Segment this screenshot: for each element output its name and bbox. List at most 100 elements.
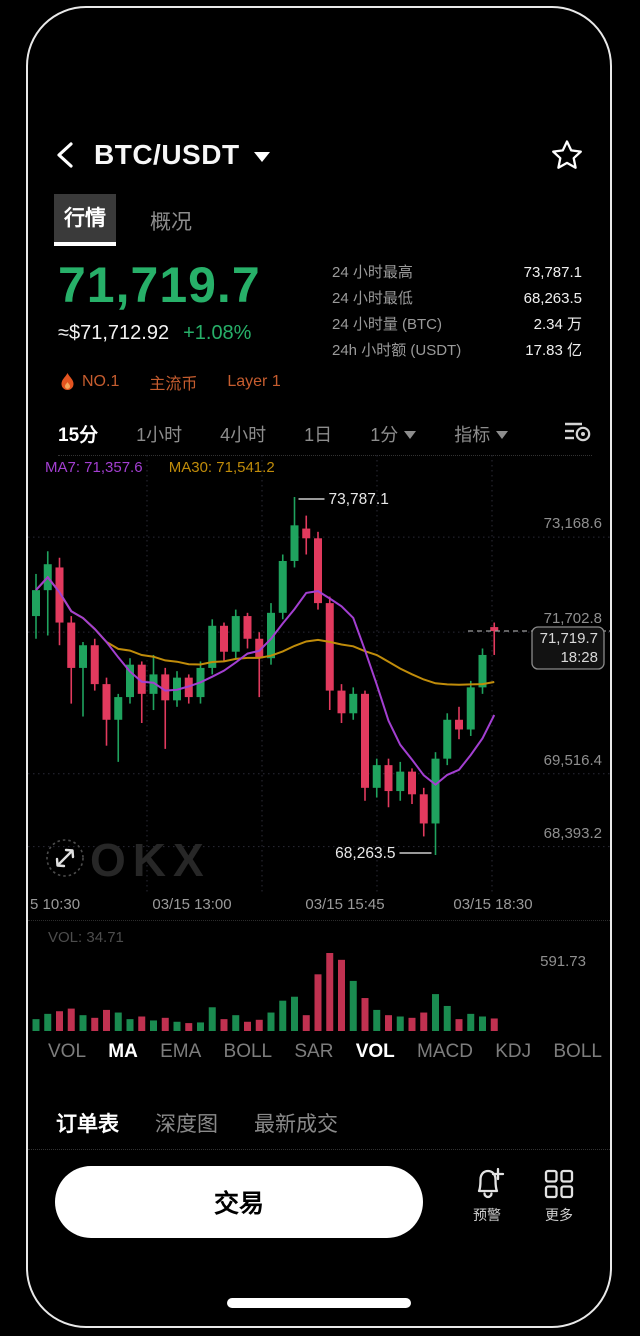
stat-value: 2.34 万: [533, 316, 582, 333]
badge-layer1[interactable]: Layer 1: [227, 373, 280, 391]
low-annotation: 68,263.5: [335, 845, 395, 862]
tab-latest-trades[interactable]: 最新成交: [254, 1113, 338, 1136]
volume-bar: [338, 959, 345, 1031]
indicator-boll[interactable]: BOLL: [223, 1041, 273, 1062]
volume-bar: [32, 1019, 40, 1031]
tf-1h[interactable]: 1小时: [136, 424, 183, 445]
volume-bar: [408, 1017, 416, 1031]
stat-row: 24h 小时额 (USDT) 17.83 亿: [332, 338, 582, 364]
volume-bar: [490, 1018, 498, 1031]
token-badges: NO.1 主流币 Layer 1: [60, 370, 311, 394]
trade-button[interactable]: 交易: [55, 1166, 423, 1238]
star-icon: [552, 140, 582, 169]
volume-bar: [208, 1007, 216, 1031]
phone-frame: BTC/USDT 行情 概况 71,719.7 ≈$71,712.92 +1.08…: [26, 6, 612, 1328]
volume-bar: [267, 1012, 275, 1031]
back-button[interactable]: [54, 138, 84, 172]
badge-mainstream[interactable]: 主流币: [149, 370, 197, 394]
candles-group: [32, 497, 499, 855]
grid-icon: [544, 1169, 574, 1199]
indicator-dropdown[interactable]: 指标: [454, 421, 509, 447]
current-price: 71,719.7: [540, 630, 598, 647]
alert-button[interactable]: 预警: [456, 1166, 518, 1250]
stat-row: 24 小时量 (BTC) 2.34 万: [332, 312, 582, 338]
indicator-kdj[interactable]: KDJ: [495, 1041, 532, 1062]
tf-4h[interactable]: 4小时: [220, 424, 267, 445]
more-label: 更多: [545, 1207, 573, 1223]
volume-bar: [197, 1022, 204, 1031]
stat-label: 24 小时量 (BTC): [332, 316, 443, 333]
chevron-down-icon: [404, 430, 417, 439]
y-axis-label: 71,702.8: [543, 610, 602, 628]
chart-settings-button[interactable]: [562, 417, 592, 450]
volume-bar: [291, 996, 298, 1031]
indicator-vol-main[interactable]: VOL: [48, 1041, 87, 1062]
fullscreen-button[interactable]: [44, 837, 86, 884]
tab-quotes[interactable]: 行情: [54, 194, 116, 246]
tab-order-book[interactable]: 订单表: [56, 1113, 119, 1136]
volume-bar: [455, 1019, 463, 1031]
volume-bar: [79, 1015, 87, 1031]
flame-icon: [60, 373, 75, 391]
current-time: 18:28: [560, 649, 598, 666]
x-axis-label: 03/15 18:30: [453, 896, 533, 913]
ma-legend: MA7: 71,357.6 MA30: 71,541.2: [45, 459, 275, 476]
volume-bar: [44, 1013, 52, 1031]
current-price-box: 71,719.7 18:28: [531, 626, 605, 670]
volume-bar: [361, 998, 369, 1031]
price-block: 71,719.7 ≈$71,712.92 +1.08%: [58, 256, 261, 364]
volume-label: VOL: 34.71: [48, 929, 124, 946]
tab-overview[interactable]: 概况: [150, 211, 192, 234]
volume-pane[interactable]: VOL: 34.71 591.73: [28, 920, 610, 1032]
tab-depth-chart[interactable]: 深度图: [155, 1113, 218, 1136]
volume-bar: [396, 1016, 404, 1031]
back-chevron-icon: [57, 142, 73, 168]
ma7-label: MA7: 71,357.6: [45, 459, 143, 476]
volume-bar: [255, 1019, 263, 1031]
x-axis-label: 5 10:30: [30, 896, 81, 913]
fiat-price: ≈$71,712.92: [58, 322, 170, 344]
tf-more-dropdown[interactable]: 1分: [370, 421, 417, 447]
indicator-macd[interactable]: MACD: [417, 1041, 473, 1062]
volume-bar: [443, 1005, 451, 1031]
volume-bar: [161, 1017, 169, 1031]
indicator-sar[interactable]: SAR: [294, 1041, 334, 1062]
x-axis: 5 10:30 03/15 13:00 03/15 15:45 03/15 18…: [28, 892, 610, 920]
header: BTC/USDT: [54, 132, 584, 178]
volume-bar: [373, 1009, 381, 1031]
ma7-line: [35, 575, 496, 786]
chevron-down-icon: [496, 430, 509, 439]
chevron-down-icon: [253, 152, 270, 162]
badge-rank[interactable]: NO.1: [60, 373, 119, 391]
home-indicator: [227, 1298, 411, 1308]
volume-bar: [302, 1015, 310, 1031]
pair-selector[interactable]: BTC/USDT: [94, 139, 270, 171]
indicator-vol-sub[interactable]: VOL: [355, 1041, 395, 1062]
stat-value: 17.83 亿: [525, 342, 582, 359]
volume-bar: [103, 1009, 110, 1031]
indicator-boll2[interactable]: BOLL: [553, 1041, 602, 1062]
stat-label: 24h 小时额 (USDT): [332, 342, 462, 359]
app-screen: BTC/USDT 行情 概况 71,719.7 ≈$71,712.92 +1.08…: [28, 8, 610, 1326]
tf-15m[interactable]: 15分: [58, 425, 99, 446]
stat-label: 24 小时最高: [332, 264, 413, 281]
badge-label: Layer 1: [227, 373, 281, 390]
stat-value: 68,263.5: [523, 290, 582, 307]
candlestick-chart[interactable]: MA7: 71,357.6 MA30: 71,541.2 OKX 73,787.…: [28, 455, 610, 892]
tf-label: 1分: [370, 424, 399, 445]
tf-1d[interactable]: 1日: [304, 424, 333, 445]
volume-bar: [432, 994, 439, 1031]
more-button[interactable]: 更多: [528, 1166, 590, 1250]
y-axis-label: 68,393.2: [543, 824, 602, 842]
action-bar: 交易 预警 更多: [55, 1166, 590, 1250]
volume-bar: [56, 1011, 63, 1031]
chart-canvas[interactable]: 73,787.1 68,263.5 71,719.7 18:28: [28, 455, 610, 892]
x-axis-label: 03/15 15:45: [305, 896, 385, 913]
badge-label: NO.1: [82, 373, 120, 390]
indicator-ema[interactable]: EMA: [160, 1041, 202, 1062]
price-section: 71,719.7 ≈$71,712.92 +1.08% 24 小时最高 73,78…: [58, 256, 582, 364]
volume-bar: [314, 974, 322, 1031]
favorite-star-button[interactable]: [550, 138, 584, 172]
indicator-ma[interactable]: MA: [108, 1041, 138, 1062]
volume-bar: [232, 1015, 240, 1031]
